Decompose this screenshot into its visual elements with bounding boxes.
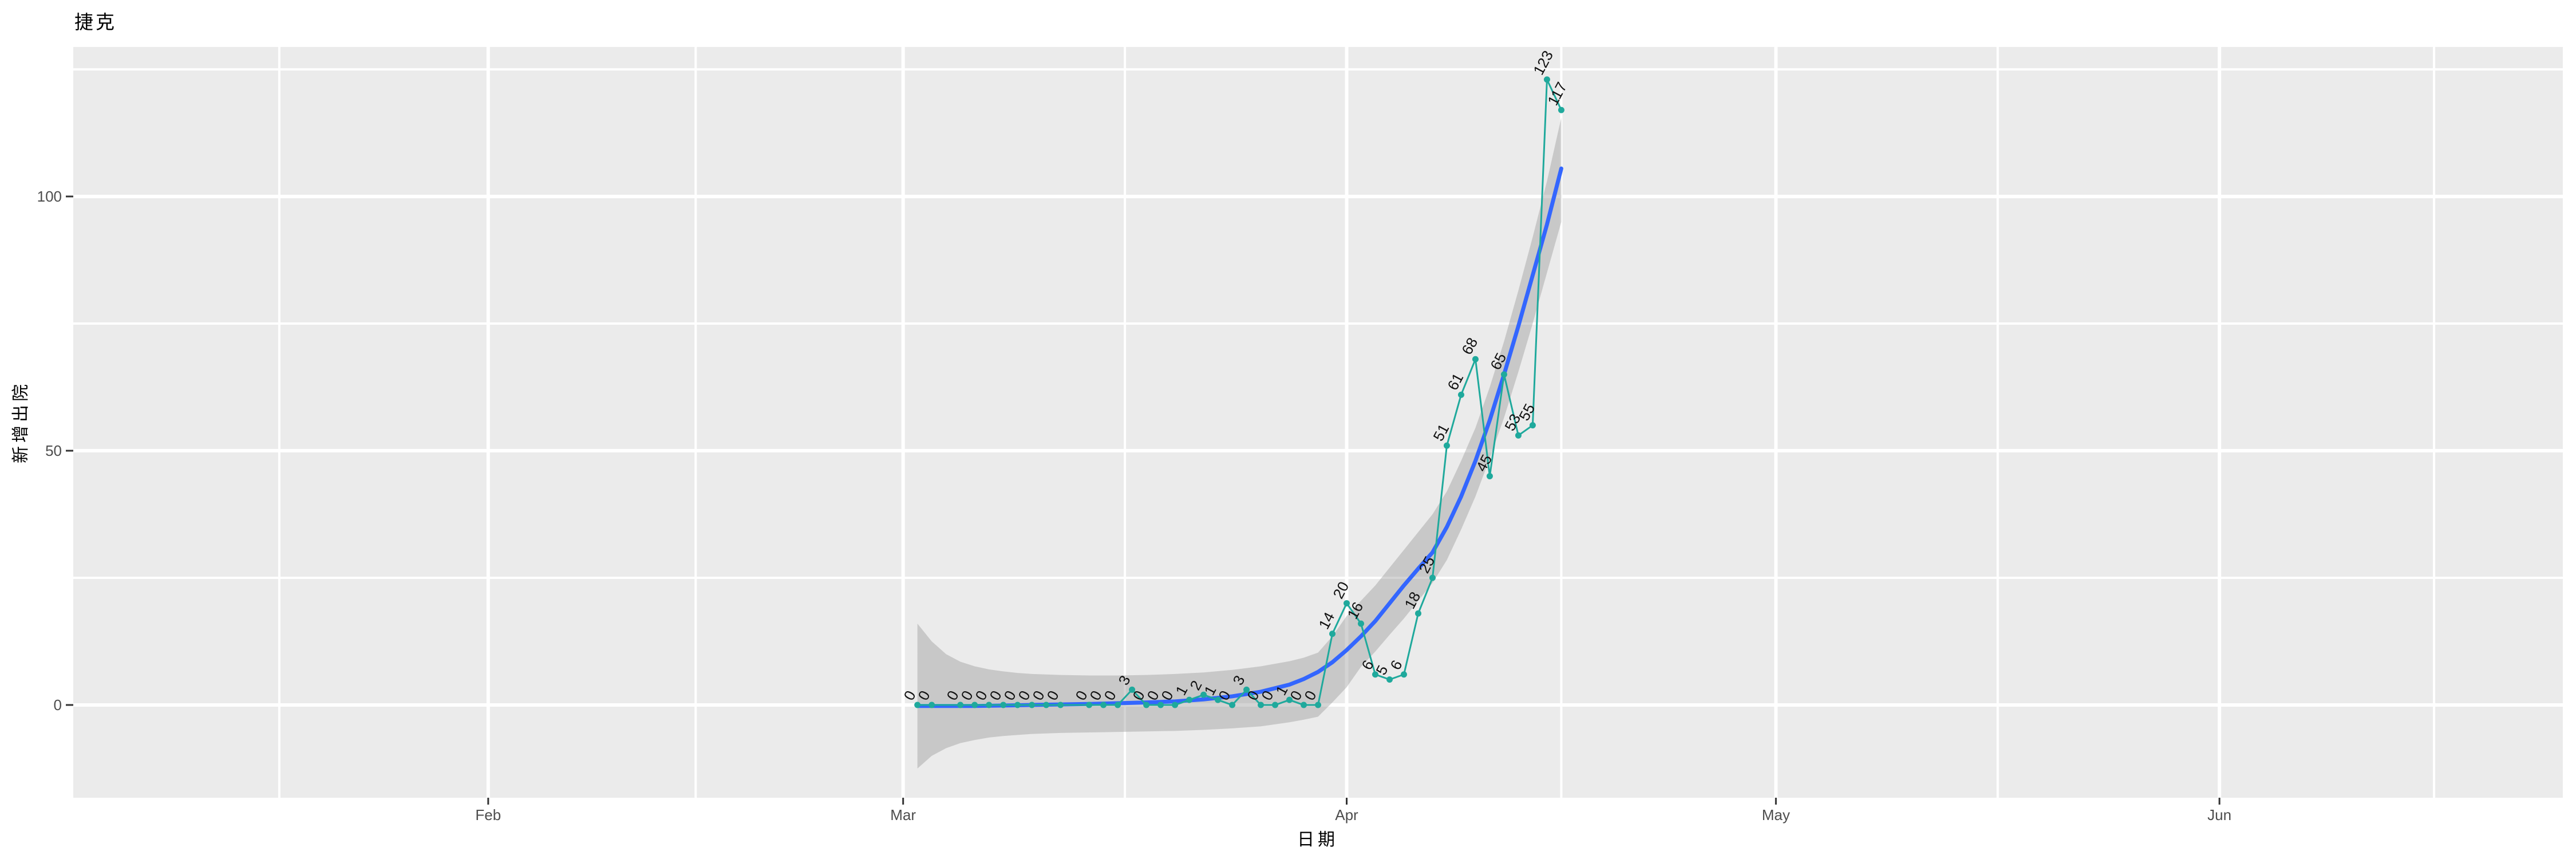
data-point: [1500, 371, 1507, 378]
data-point: [986, 702, 993, 708]
plot-title: 捷克: [74, 11, 117, 33]
x-tick-label: Apr: [1335, 806, 1358, 823]
x-tick-label: Feb: [475, 806, 501, 823]
data-point: [1529, 422, 1536, 429]
data-point: [1357, 620, 1364, 627]
data-point: [1115, 702, 1121, 708]
data-point: [1315, 702, 1321, 708]
data-point: [1386, 676, 1393, 683]
data-point: [1486, 472, 1493, 479]
x-tick-label: Jun: [2207, 806, 2232, 823]
data-points: [914, 76, 1564, 708]
confidence-ribbon: [917, 117, 1562, 769]
data-point: [1215, 696, 1222, 703]
data-point: [1000, 702, 1007, 708]
x-axis-title: 日期: [1297, 830, 1338, 849]
data-point: [1014, 702, 1021, 708]
data-point: [1372, 671, 1378, 678]
data-point: [1043, 702, 1050, 708]
data-point: [1029, 702, 1036, 708]
y-tick-label: 100: [37, 188, 62, 206]
axis-tick-marks: [66, 195, 2221, 805]
data-point: [1157, 702, 1164, 708]
data-point: [914, 702, 921, 708]
data-point: [1415, 610, 1421, 617]
y-tick-label: 0: [53, 696, 62, 714]
data-point: [957, 702, 964, 708]
data-point: [1272, 702, 1279, 708]
data-point: [929, 702, 935, 708]
x-tick-label: May: [1761, 806, 1790, 823]
data-point: [1186, 696, 1193, 703]
data-point: [1515, 432, 1522, 439]
data-point: [1129, 686, 1136, 693]
x-tick-label: Mar: [890, 806, 916, 823]
data-point: [1457, 391, 1464, 398]
data-point: [1229, 702, 1236, 708]
data-point: [1400, 671, 1407, 678]
data-point: [1443, 442, 1450, 449]
data-point: [1258, 702, 1265, 708]
data-point: [1429, 574, 1436, 581]
data-point: [1543, 76, 1550, 83]
y-tick-label: 50: [45, 442, 62, 460]
smooth-line: [915, 166, 1563, 708]
data-point: [1086, 702, 1093, 708]
data-point: [1057, 702, 1064, 708]
data-point: [1172, 702, 1179, 708]
data-point: [1100, 702, 1107, 708]
data-point: [1558, 107, 1564, 113]
data-point: [1143, 702, 1150, 708]
data-point: [1243, 686, 1250, 693]
data-point: [1329, 631, 1336, 637]
data-point: [1472, 356, 1479, 362]
data-point: [1301, 702, 1307, 708]
data-point: [1200, 691, 1207, 698]
data-point: [1343, 600, 1350, 606]
data-point: [971, 702, 978, 708]
data-point: [1286, 696, 1293, 703]
